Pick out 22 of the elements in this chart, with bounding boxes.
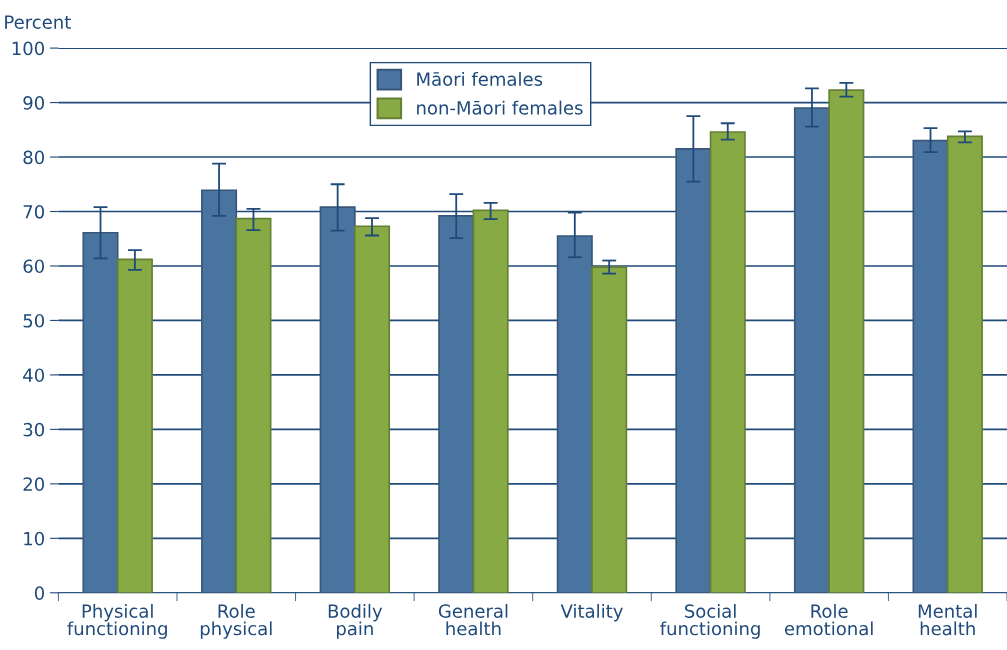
x-tick-label: Vitality: [560, 603, 623, 622]
y-tick-label: 10: [24, 531, 45, 546]
y-tick-label: 90: [23, 96, 45, 110]
y-axis-title: Percent: [5, 15, 71, 29]
legend-label: Māori females: [417, 71, 543, 86]
x-tick-label: Social functioning: [660, 603, 760, 639]
legend-label: non-Māori females: [417, 100, 583, 115]
x-tick-label: Bodily pain: [328, 603, 383, 639]
x-tick-label: Physical functioning: [67, 603, 167, 639]
y-tick-label: 70: [23, 204, 45, 219]
x-tick-label: General health: [438, 603, 508, 636]
y-tick-label: 0: [34, 586, 45, 600]
x-tick-label: Role emotional: [784, 603, 873, 636]
y-tick-label: 80: [23, 150, 45, 165]
y-tick-label: 30: [23, 422, 45, 437]
x-tick-label: Role physical: [200, 603, 272, 639]
y-tick-label: 20: [23, 477, 45, 491]
y-tick-label: 60: [23, 259, 45, 274]
x-tick-label: Mental health: [918, 603, 977, 636]
y-tick-label: 100: [12, 41, 45, 56]
y-tick-label: 40: [23, 368, 45, 383]
y-tick-label: 50: [23, 313, 45, 328]
